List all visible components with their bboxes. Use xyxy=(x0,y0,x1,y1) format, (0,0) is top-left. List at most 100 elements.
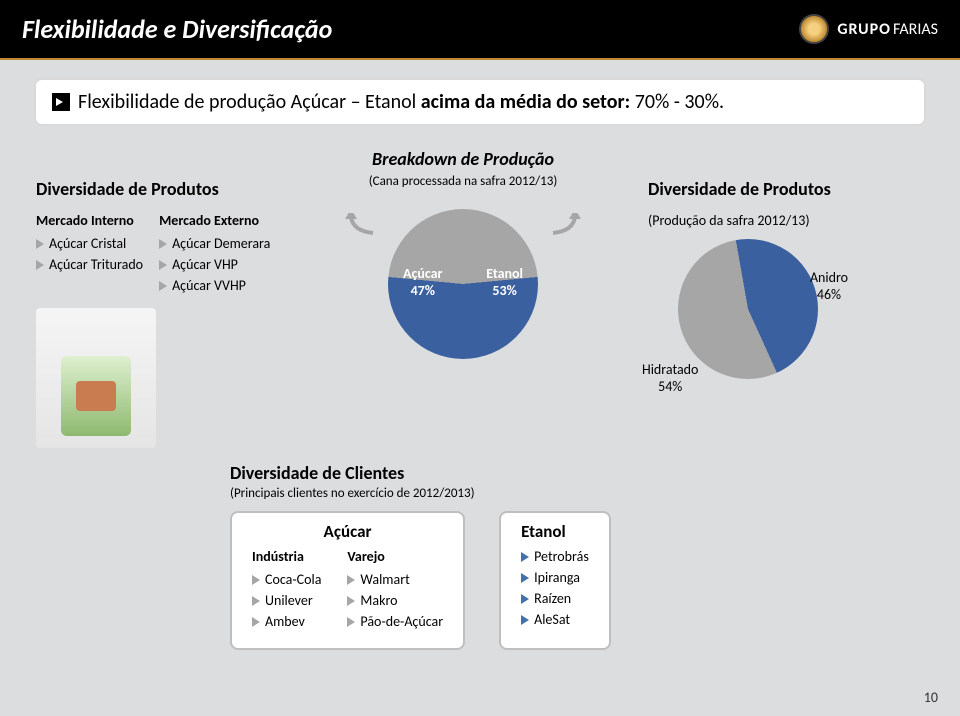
triangle-bullet-icon xyxy=(159,239,167,249)
pie2-label-a-pct: 54% xyxy=(642,378,698,395)
list-item: Unilever xyxy=(252,592,321,609)
triangle-bullet-icon xyxy=(252,617,260,627)
pie-chart xyxy=(678,239,818,379)
logo-icon xyxy=(799,14,829,44)
col2-list: Açúcar Demerara Açúcar VHP Açúcar VVHP xyxy=(159,235,270,294)
pie-label-b: Etanol 53% xyxy=(486,265,523,299)
slide-title: Flexibilidade e Diversificação xyxy=(22,13,332,45)
triangle-bullet-icon xyxy=(36,260,44,270)
triangle-bullet-icon xyxy=(521,594,529,604)
item-label: Açúcar VHP xyxy=(172,256,238,273)
list-item: Açúcar Demerara xyxy=(159,235,270,252)
triangle-bullet-icon xyxy=(347,596,355,606)
production-pie-chart: Açúcar 47% Etanol 53% xyxy=(323,199,603,369)
triangle-bullet-icon xyxy=(347,617,355,627)
box2-heading: Etanol xyxy=(521,521,589,542)
pie2-label-b: Anidro 46% xyxy=(810,269,848,303)
clients-row: Açúcar Indústria Coca-Cola Unilever Ambe… xyxy=(230,511,960,650)
item-label: Raízen xyxy=(534,590,571,607)
list-item: Açúcar Cristal xyxy=(36,235,143,252)
col2-title: Mercado Externo xyxy=(159,212,270,229)
product-image xyxy=(36,308,156,448)
col1-list: Açúcar Cristal Açúcar Triturado xyxy=(36,235,143,273)
list-item: Açúcar VVHP xyxy=(159,277,270,294)
item-label: Ipiranga xyxy=(534,569,580,586)
left-column: Diversidade de Produtos Mercado Interno … xyxy=(18,144,278,448)
clients-box-sugar: Açúcar Indústria Coca-Cola Unilever Ambe… xyxy=(230,511,465,650)
headline-box: Flexibilidade de produção Açúcar – Etano… xyxy=(34,78,926,126)
middle-row: Diversidade de Produtos Mercado Interno … xyxy=(0,144,960,448)
list-item: AleSat xyxy=(521,611,589,628)
pie2-label-b-pct: 46% xyxy=(810,286,848,303)
pie-label-a-text: Açúcar xyxy=(403,265,443,282)
item-label: Ambev xyxy=(265,613,305,630)
clients-box-ethanol: Etanol Petrobrás Ipiranga Raízen AleSat xyxy=(499,511,611,650)
pie-label-b-pct: 53% xyxy=(486,282,523,299)
item-label: AleSat xyxy=(534,611,570,628)
list-item: Makro xyxy=(347,592,443,609)
triangle-bullet-icon xyxy=(36,239,44,249)
headline-post: 70% - 30%. xyxy=(635,90,724,114)
clients-section: Diversidade de Clientes (Principais clie… xyxy=(230,462,960,650)
list-item: Ambev xyxy=(252,613,321,630)
item-label: Pão-de-Açúcar xyxy=(360,613,443,630)
header-underline xyxy=(0,58,960,60)
box1-heading: Açúcar xyxy=(252,521,443,542)
item-label: Walmart xyxy=(360,571,409,588)
curved-arrow-left-icon xyxy=(343,213,377,237)
arrow-bullet-icon xyxy=(52,93,70,111)
right-column: Diversidade de Produtos (Produção da saf… xyxy=(648,144,938,448)
chart-title: Breakdown de Produção xyxy=(372,148,554,170)
item-label: Coca-Cola xyxy=(265,571,321,588)
triangle-bullet-icon xyxy=(347,575,355,585)
pie2-label-b-text: Anidro xyxy=(810,269,848,286)
pie-label-a-pct: 47% xyxy=(403,282,443,299)
item-label: Makro xyxy=(360,592,397,609)
chart-subtitle: (Cana processada na safra 2012/13) xyxy=(369,174,558,189)
right-subtitle: (Produção da safra 2012/13) xyxy=(648,212,938,229)
item-label: Açúcar Triturado xyxy=(49,256,143,273)
box1-col2-title: Varejo xyxy=(347,548,443,565)
center-column: Breakdown de Produção (Cana processada n… xyxy=(278,144,648,448)
pie2-label-a-text: Hidratado xyxy=(642,361,698,378)
box1-col1-title: Indústria xyxy=(252,548,321,565)
ethanol-pie-chart: Hidratado 54% Anidro 46% xyxy=(648,239,848,399)
triangle-bullet-icon xyxy=(252,575,260,585)
list-item: Walmart xyxy=(347,571,443,588)
curved-arrow-right-icon xyxy=(549,213,583,237)
left-title: Diversidade de Produtos xyxy=(36,178,278,200)
list-item: Ipiranga xyxy=(521,569,589,586)
clients-subtitle: (Principais clientes no exercício de 201… xyxy=(230,486,960,501)
col1-title: Mercado Interno xyxy=(36,212,143,229)
headline-pre: Flexibilidade de produção Açúcar – Etano… xyxy=(78,90,421,114)
triangle-bullet-icon xyxy=(159,260,167,270)
triangle-bullet-icon xyxy=(159,281,167,291)
logo-text: GRUPO xyxy=(837,20,891,39)
item-label: Açúcar Demerara xyxy=(172,235,270,252)
logo-subtext: FARIAS xyxy=(893,20,938,39)
slide-header: Flexibilidade e Diversificação GRUPOFARI… xyxy=(0,0,960,58)
clients-title: Diversidade de Clientes xyxy=(230,462,960,484)
headline-bold: acima da média do setor: xyxy=(421,90,630,114)
company-logo: GRUPOFARIAS xyxy=(799,14,938,44)
list-item: Pão-de-Açúcar xyxy=(347,613,443,630)
list-item: Coca-Cola xyxy=(252,571,321,588)
triangle-bullet-icon xyxy=(521,552,529,562)
product-bag-icon xyxy=(61,356,131,436)
right-title: Diversidade de Produtos xyxy=(648,178,938,200)
item-label: Açúcar VVHP xyxy=(172,277,246,294)
pie2-label-a: Hidratado 54% xyxy=(642,361,698,395)
pie-label-b-text: Etanol xyxy=(486,265,523,282)
item-label: Unilever xyxy=(265,592,313,609)
list-item: Açúcar VHP xyxy=(159,256,270,273)
triangle-bullet-icon xyxy=(521,615,529,625)
list-item: Açúcar Triturado xyxy=(36,256,143,273)
list-item: Petrobrás xyxy=(521,548,589,565)
triangle-bullet-icon xyxy=(252,596,260,606)
market-columns: Mercado Interno Açúcar Cristal Açúcar Tr… xyxy=(36,212,278,298)
headline-text: Flexibilidade de produção Açúcar – Etano… xyxy=(78,90,724,114)
item-label: Açúcar Cristal xyxy=(49,235,126,252)
item-label: Petrobrás xyxy=(534,548,589,565)
page-number: 10 xyxy=(924,689,938,706)
triangle-bullet-icon xyxy=(521,573,529,583)
